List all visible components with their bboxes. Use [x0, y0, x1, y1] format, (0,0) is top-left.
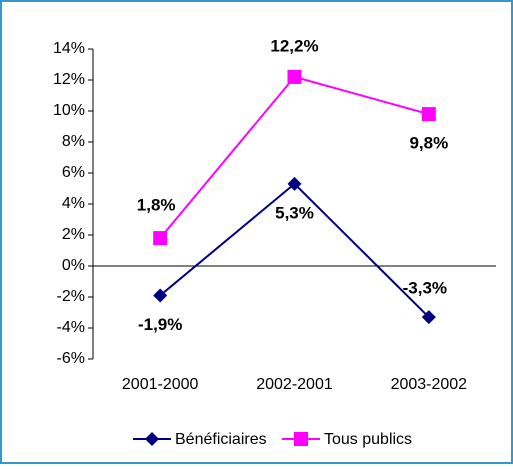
value-label: -1,9%: [138, 315, 182, 334]
y-tick-label: 4%: [62, 195, 85, 212]
marker: [421, 310, 436, 325]
marker: [153, 231, 168, 246]
value-label: 5,3%: [275, 203, 314, 222]
marker: [287, 176, 302, 191]
marker: [421, 107, 436, 122]
x-tick-label: 2002-2001: [256, 376, 333, 393]
marker: [153, 288, 168, 303]
marker: [145, 432, 159, 446]
x-tick-label: 2003-2002: [391, 376, 468, 393]
legend-label: Tous publics: [324, 431, 412, 448]
y-tick-label: -4%: [57, 319, 85, 336]
marker: [287, 69, 302, 84]
value-label: 9,8%: [409, 134, 448, 153]
legend-label: Bénéficiaires: [175, 431, 267, 448]
value-label: 12,2%: [270, 36, 318, 55]
y-tick-label: 12%: [53, 71, 85, 88]
y-tick-label: -6%: [57, 350, 85, 367]
y-tick-label: 6%: [62, 164, 85, 181]
y-tick-label: -2%: [57, 288, 85, 305]
y-tick-label: 8%: [62, 133, 85, 150]
marker: [294, 432, 308, 446]
y-tick-label: 2%: [62, 226, 85, 243]
value-label: 1,8%: [137, 196, 176, 215]
y-tick-label: 0%: [62, 257, 85, 274]
y-tick-label: 10%: [53, 102, 85, 119]
x-tick-label: 2001-2000: [122, 376, 199, 393]
value-label: -3,3%: [403, 279, 447, 298]
y-tick-label: 14%: [53, 40, 85, 57]
